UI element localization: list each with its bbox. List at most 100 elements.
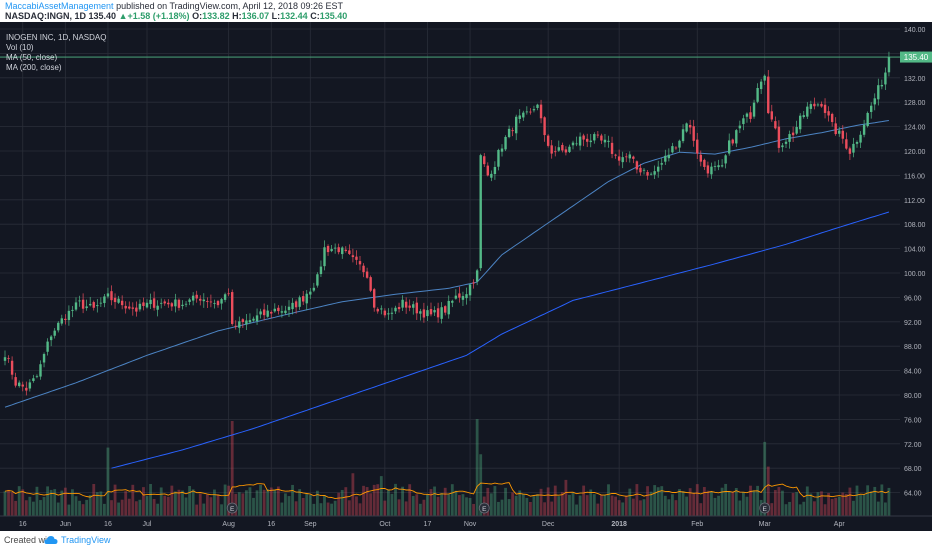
volume-bar [458,495,461,516]
volume-bar [639,500,642,516]
candle-body [202,299,205,302]
volume-bar [610,495,614,516]
price-axis[interactable] [900,22,932,531]
candle-body [99,302,103,304]
volume-bar [663,495,667,516]
volume-bar [628,488,632,516]
candle-body [830,113,834,122]
volume-bar [142,487,145,516]
volume-bar [834,497,838,516]
volume-bar [479,454,483,516]
candle-body [688,124,692,128]
volume-bar [489,493,493,516]
volume-bar [749,485,752,516]
candle-body [298,297,301,307]
candle-body [873,98,876,105]
candle-body [323,247,326,267]
volume-bar [536,494,539,516]
published-text: published on TradingView.com, April 12, … [113,1,344,11]
candle-body [759,81,763,90]
candle-body [742,118,745,125]
volume-bar [674,500,678,516]
volume-bar [46,486,49,516]
candle-body [348,250,351,254]
volume-bar [88,494,92,516]
volume-bar [671,494,674,516]
tradingview-cloud-icon[interactable] [44,534,58,546]
candle-body [600,135,603,141]
candle-body [231,292,234,324]
candle-body [852,143,855,153]
volume-bar [692,492,696,516]
candle-body [649,173,653,175]
volume-bar [678,489,681,516]
candle-body [316,274,319,286]
candle-body [557,147,560,151]
candle-body [10,360,14,375]
time-tick-label: Oct [379,521,390,528]
volume-bar [720,487,724,516]
candle-body [791,132,795,136]
volume-bar [557,496,561,516]
candle-body [614,154,617,156]
tradingview-brand[interactable]: TradingView [61,535,111,545]
candle-body [504,136,507,150]
earnings-marker-label: E [763,506,768,513]
price-chart[interactable]: EEE 140.00136.00132.00128.00124.00120.00… [0,22,932,531]
volume-bar [422,499,426,516]
volume-bar [827,492,830,516]
volume-bar [284,493,287,516]
candle-body [745,113,749,117]
volume-bar [138,499,142,516]
volume-bar [734,487,738,516]
candle-body [330,249,333,252]
candle-body [586,138,589,142]
candle-body [209,301,213,303]
volume-bar [738,500,742,516]
chart-background [0,22,932,531]
volume-bar [486,487,490,516]
volume-bar [319,503,323,516]
candle-body [532,109,536,111]
volume-bar [500,499,504,516]
volume-bar [475,419,479,516]
candle-body [429,309,433,315]
candle-body [223,294,227,300]
candle-body [167,302,170,305]
volume-bar [63,487,67,516]
volume-bar [252,497,255,516]
volume-bar [404,501,408,516]
price-tick-label: 120.00 [904,149,926,156]
candle-body [39,364,42,377]
volume-bar [603,495,607,516]
earnings-marker-icon [226,502,238,514]
candle-body [138,303,142,310]
volume-bar [347,500,351,516]
candle-body [483,156,486,165]
volume-bar [174,491,177,516]
volume-bar [266,489,270,516]
close-value: 135.40 [319,11,348,21]
volume-bar [262,489,266,516]
volume-bar [550,501,554,516]
volume-bar [269,487,273,516]
candle-body [67,310,71,321]
candle-body [536,104,539,108]
candle-body [284,310,287,314]
author-link[interactable]: MaccabiAssetManagement [5,1,114,11]
candle-body [106,293,110,297]
volume-bar [408,484,412,516]
candle-body [724,155,727,164]
candle-body [472,282,475,284]
volume-bar [120,499,124,516]
change-value: +1.58 (+1.18%) [127,11,190,21]
candle-body [546,135,550,146]
candle-body [188,299,191,302]
volume-bar [546,487,550,516]
quote-line: NASDAQ:INGN, 1D 135.40 ▲+1.58 (+1.18%) O… [5,11,347,22]
volume-bar [805,486,809,516]
time-axis[interactable] [0,516,932,531]
volume-bar [436,496,440,516]
candle-body [582,135,585,140]
